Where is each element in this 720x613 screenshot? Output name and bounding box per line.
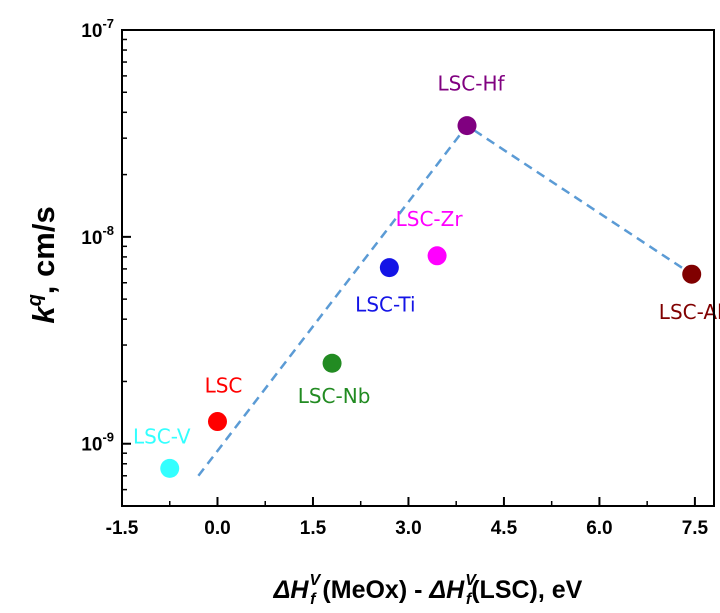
data-point-lsc-nb	[322, 353, 342, 373]
plot-frame	[121, 29, 715, 507]
x-title-part-2: (MeOx) -	[315, 576, 429, 604]
data-point-lsc	[207, 412, 227, 432]
y-title-sup: q	[24, 294, 46, 306]
y-tick-label: 10-7	[81, 16, 114, 42]
x-title-part-4: (LSC), eV	[471, 576, 582, 604]
x-title-sup-2: V	[465, 572, 477, 589]
x-tick-label: -1.5	[106, 518, 139, 539]
data-point-lsc-zr	[427, 246, 447, 266]
point-labels-layer: LSC-V LSC LSC-Nb LSC-Ti LSC-Zr LSC-Hf LSC-Al	[133, 72, 720, 449]
x-title-sub-1: f	[310, 591, 317, 608]
y-title-rest: , cm/s	[26, 206, 61, 294]
y-tick-label: 10-9	[81, 430, 114, 456]
x-tick-label: 3.0	[395, 518, 421, 539]
x-axis-ticks: -1.5 0.0 1.5 3.0 4.5 6.0 7.5	[106, 497, 709, 539]
y-axis-ticks: 10-9 10-8 10-7	[81, 16, 131, 507]
x-tick-label: 0.0	[204, 518, 230, 539]
x-tick-label: 4.5	[491, 518, 518, 539]
trend-line	[197, 123, 693, 477]
data-point-lsc-v	[160, 458, 180, 478]
point-label-lsc-v: LSC-V	[133, 424, 191, 448]
data-point-lsc-ti	[379, 258, 399, 278]
x-title-part-3: ΔH	[428, 576, 465, 604]
point-label-lsc-zr: LSC-Zr	[396, 207, 464, 231]
x-tick-label: 7.5	[682, 518, 709, 539]
y-tick-label: 10-8	[81, 223, 114, 249]
x-axis-title: ΔHV f (MeOx) - ΔHV f(LSC), eV	[273, 572, 583, 608]
data-point-lsc-hf	[457, 116, 477, 136]
trend-line-layer	[197, 123, 693, 477]
data-point-lsc-al	[682, 264, 702, 284]
x-tick-label: 1.5	[300, 518, 327, 539]
y-axis-title: kq, cm/s	[24, 206, 61, 323]
x-tick-label: 6.0	[586, 518, 612, 539]
y-title-k: k	[26, 305, 61, 324]
x-title-part-1: ΔH	[273, 576, 310, 604]
x-title-sub-2: f	[466, 591, 473, 608]
point-label-lsc-hf: LSC-Hf	[437, 72, 505, 96]
point-label-lsc-al: LSC-Al	[659, 300, 720, 324]
point-label-lsc: LSC	[205, 374, 243, 398]
point-label-lsc-ti: LSC-Ti	[355, 293, 415, 317]
point-label-lsc-nb: LSC-Nb	[298, 384, 371, 408]
x-title-sup-1: V	[309, 572, 321, 589]
data-points-layer	[160, 116, 702, 478]
